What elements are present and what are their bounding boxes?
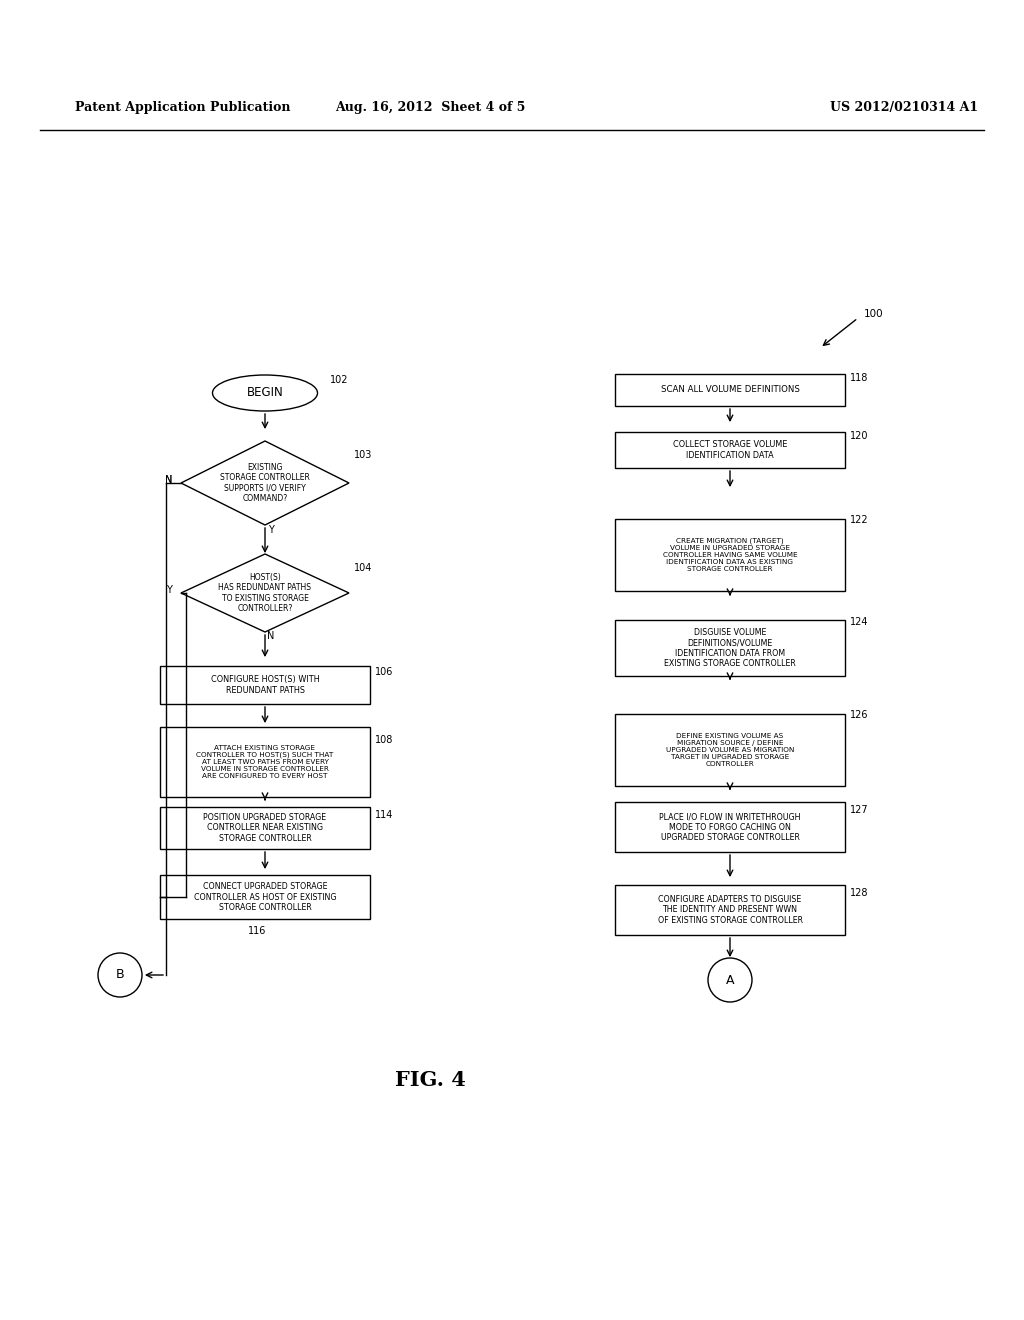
Text: FIG. 4: FIG. 4 <box>394 1071 466 1090</box>
Text: CREATE MIGRATION (TARGET)
VOLUME IN UPGRADED STORAGE
CONTROLLER HAVING SAME VOLU: CREATE MIGRATION (TARGET) VOLUME IN UPGR… <box>663 537 798 573</box>
Text: 122: 122 <box>850 515 868 525</box>
Text: 108: 108 <box>375 735 393 744</box>
Text: 104: 104 <box>354 564 373 573</box>
Text: US 2012/0210314 A1: US 2012/0210314 A1 <box>830 102 978 115</box>
Text: 116: 116 <box>248 927 266 936</box>
Text: N: N <box>165 475 173 484</box>
Text: N: N <box>267 631 274 642</box>
Text: B: B <box>116 969 124 982</box>
Text: DEFINE EXISTING VOLUME AS
MIGRATION SOURCE / DEFINE
UPGRADED VOLUME AS MIGRATION: DEFINE EXISTING VOLUME AS MIGRATION SOUR… <box>666 733 795 767</box>
Text: 114: 114 <box>375 810 393 820</box>
Text: 118: 118 <box>850 374 868 383</box>
Text: 100: 100 <box>864 309 884 319</box>
Text: EXISTING
STORAGE CONTROLLER
SUPPORTS I/O VERIFY
COMMAND?: EXISTING STORAGE CONTROLLER SUPPORTS I/O… <box>220 463 310 503</box>
Text: Patent Application Publication: Patent Application Publication <box>75 102 291 115</box>
Text: Aug. 16, 2012  Sheet 4 of 5: Aug. 16, 2012 Sheet 4 of 5 <box>335 102 525 115</box>
Text: PLACE I/O FLOW IN WRITETHROUGH
MODE TO FORGO CACHING ON
UPGRADED STORAGE CONTROL: PLACE I/O FLOW IN WRITETHROUGH MODE TO F… <box>659 812 801 842</box>
Text: SCAN ALL VOLUME DEFINITIONS: SCAN ALL VOLUME DEFINITIONS <box>660 385 800 395</box>
Text: CONNECT UPGRADED STORAGE
CONTROLLER AS HOST OF EXISTING
STORAGE CONTROLLER: CONNECT UPGRADED STORAGE CONTROLLER AS H… <box>194 882 336 912</box>
Text: CONFIGURE HOST(S) WITH
REDUNDANT PATHS: CONFIGURE HOST(S) WITH REDUNDANT PATHS <box>211 676 319 694</box>
Text: 126: 126 <box>850 710 868 719</box>
Text: CONFIGURE ADAPTERS TO DISGUISE
THE IDENTITY AND PRESENT WWN
OF EXISTING STORAGE : CONFIGURE ADAPTERS TO DISGUISE THE IDENT… <box>657 895 803 925</box>
Text: 127: 127 <box>850 805 868 814</box>
Text: 124: 124 <box>850 616 868 627</box>
Text: A: A <box>726 974 734 986</box>
Text: 106: 106 <box>375 667 393 677</box>
Text: COLLECT STORAGE VOLUME
IDENTIFICATION DATA: COLLECT STORAGE VOLUME IDENTIFICATION DA… <box>673 441 787 459</box>
Text: HOST(S)
HAS REDUNDANT PATHS
TO EXISTING STORAGE
CONTROLLER?: HOST(S) HAS REDUNDANT PATHS TO EXISTING … <box>218 573 311 612</box>
Text: 103: 103 <box>354 450 373 459</box>
Text: N: N <box>165 475 173 484</box>
Text: DISGUISE VOLUME
DEFINITIONS/VOLUME
IDENTIFICATION DATA FROM
EXISTING STORAGE CON: DISGUISE VOLUME DEFINITIONS/VOLUME IDENT… <box>665 628 796 668</box>
Text: POSITION UPGRADED STORAGE
CONTROLLER NEAR EXISTING
STORAGE CONTROLLER: POSITION UPGRADED STORAGE CONTROLLER NEA… <box>204 813 327 843</box>
Text: 120: 120 <box>850 432 868 441</box>
Text: BEGIN: BEGIN <box>247 387 284 400</box>
Text: Y: Y <box>166 585 172 595</box>
Text: Y: Y <box>268 525 274 535</box>
Text: 102: 102 <box>330 375 348 385</box>
Text: 128: 128 <box>850 888 868 898</box>
Text: ATTACH EXISTING STORAGE
CONTROLLER TO HOST(S) SUCH THAT
AT LEAST TWO PATHS FROM : ATTACH EXISTING STORAGE CONTROLLER TO HO… <box>197 744 334 779</box>
